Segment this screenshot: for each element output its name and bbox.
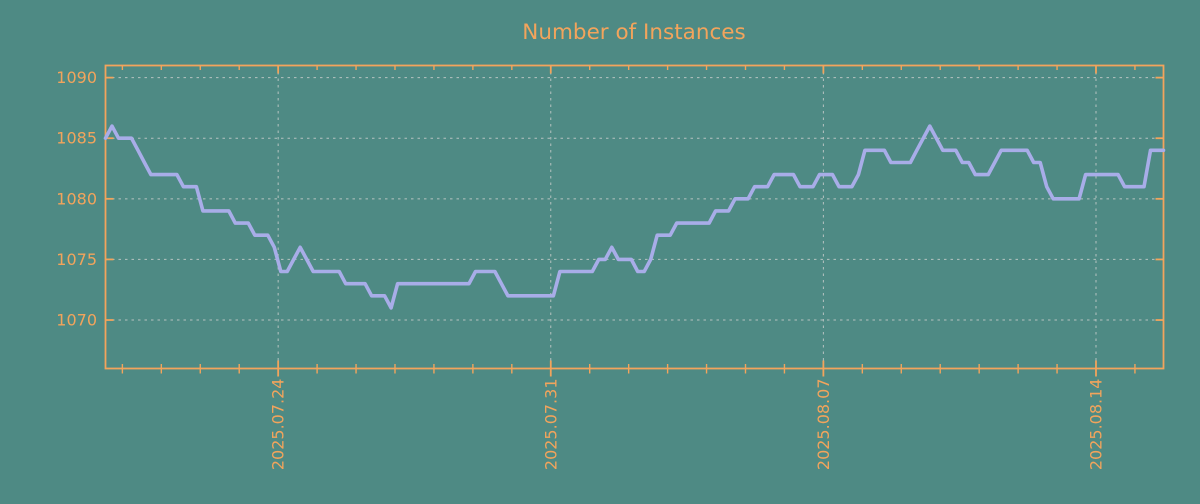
series-line (103, 124, 1166, 310)
plot-frame (104, 64, 1165, 370)
series-layer (103, 124, 1166, 310)
x-tick-label: 2025.08.14 (1086, 379, 1105, 471)
y-tick-label: 1090 (56, 68, 97, 87)
label-layer: 1070 1075 1080 1085 1090 2025.07.24 2025.07.31… (56, 68, 1105, 470)
y-tick-label: 1075 (56, 250, 97, 269)
frame-layer (104, 64, 1165, 370)
x-tick-label: 2025.08.07 (814, 379, 833, 471)
y-tick-label: 1070 (56, 311, 97, 330)
grid-layer (105, 65, 1164, 369)
tick-layer (105, 65, 1164, 377)
y-tick-label: 1080 (56, 189, 97, 208)
x-tick-label: 2025.07.24 (269, 379, 288, 471)
x-tick-label: 2025.07.31 (541, 379, 560, 471)
chart-title: Number of Instances (522, 20, 745, 45)
y-tick-label: 1085 (56, 129, 97, 148)
